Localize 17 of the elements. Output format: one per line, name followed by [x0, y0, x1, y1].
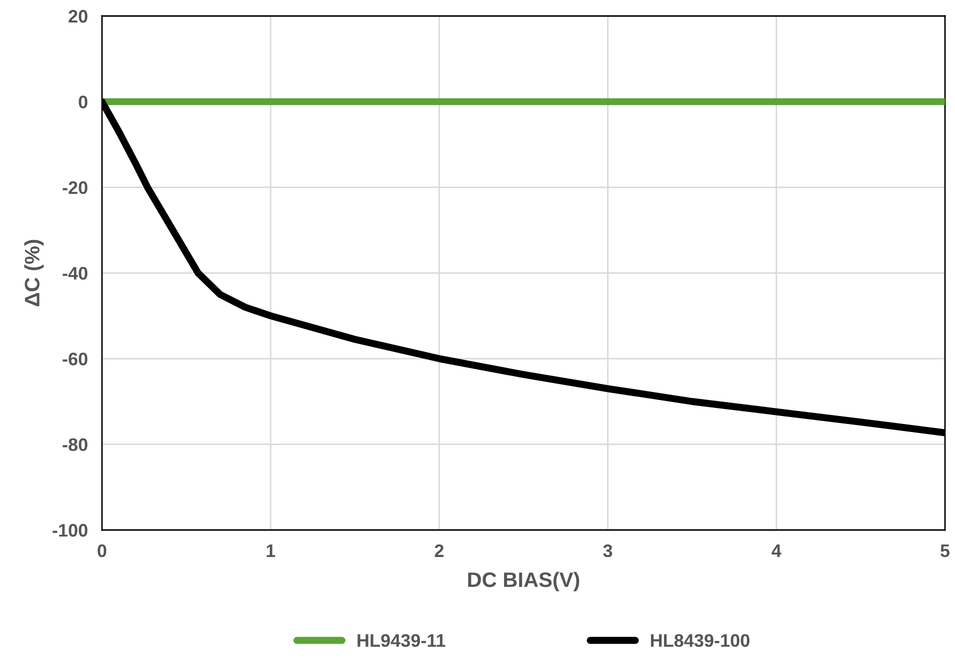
x-tick-label: 5: [940, 544, 950, 558]
y-tick-label: -40: [62, 266, 88, 280]
y-tick-label: -80: [62, 438, 88, 452]
y-tick-label: -100: [52, 524, 88, 537]
x-tick-label: 2: [434, 544, 444, 557]
x-tick-label: 3: [603, 544, 612, 558]
x-axis-title: DC BIAS(V): [468, 572, 580, 592]
x-tick-label: 0: [98, 544, 106, 558]
y-tick-label: -60: [62, 352, 88, 366]
y-tick-label: 0: [78, 96, 88, 108]
y-tick-label: -20: [62, 181, 88, 194]
x-tick-label: 4: [772, 544, 782, 557]
legend-label: HL8439-100: [650, 634, 750, 647]
x-tick-label: 1: [266, 544, 276, 557]
y-tick-label: 20: [68, 10, 88, 23]
legend-label: HL9439-11: [358, 634, 446, 647]
y-axis-title: ΔC (%): [24, 240, 44, 306]
